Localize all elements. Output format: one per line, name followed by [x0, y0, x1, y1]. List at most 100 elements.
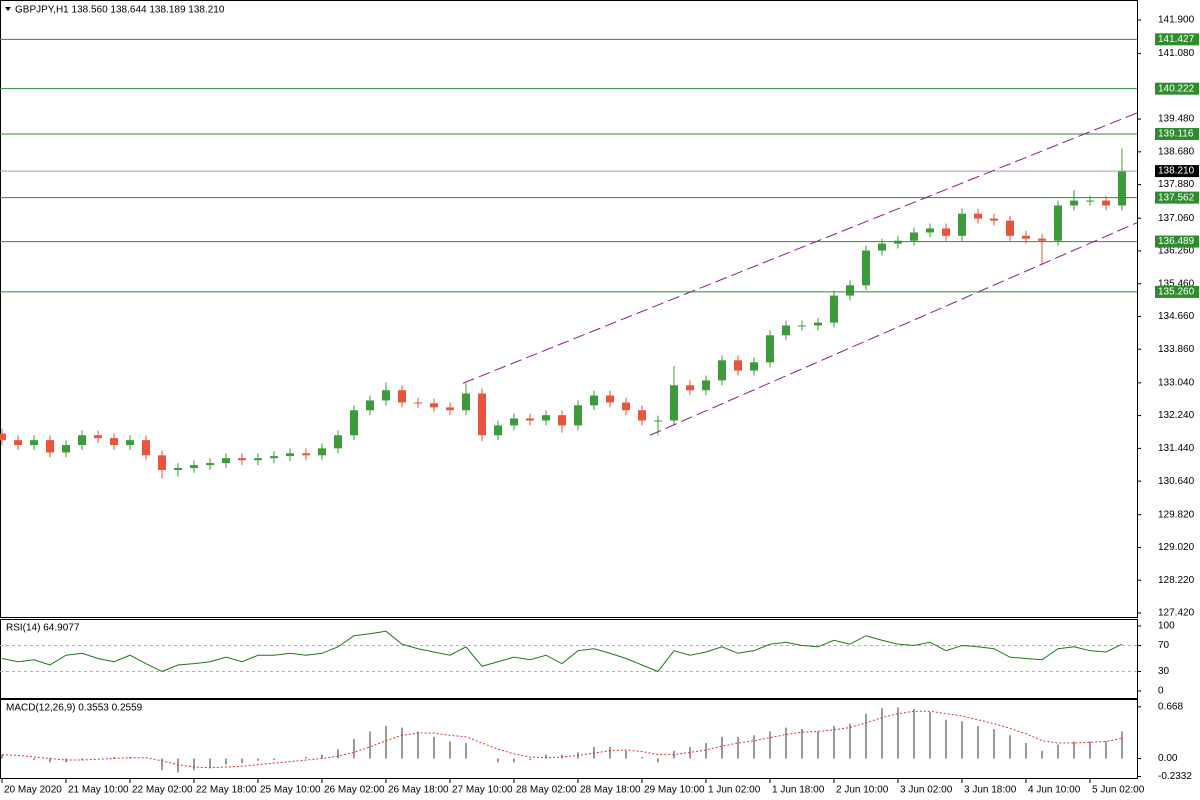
main-frame [0, 0, 1138, 618]
x-tick-label: 3 Jun 02:00 [900, 785, 953, 796]
candle-body [590, 395, 598, 406]
macd-bar [449, 741, 451, 759]
x-tick-label: 22 May 02:00 [132, 785, 193, 796]
macd-bar [865, 713, 867, 759]
candle-body [542, 415, 550, 421]
candle-body [750, 362, 758, 371]
macd-bar [705, 743, 707, 759]
candle-body [366, 400, 374, 411]
level-label: 136.489 [1158, 236, 1195, 247]
level-label-bg [1155, 191, 1199, 204]
macd-bar [881, 708, 883, 759]
macd-bar [993, 729, 995, 759]
x-tick-label: 3 Jun 18:00 [964, 785, 1017, 796]
candle-body [62, 445, 70, 453]
candle-body [254, 458, 262, 461]
candle-body [142, 440, 150, 456]
y-tick-label: 134.660 [1158, 311, 1195, 322]
macd-bar [1073, 741, 1075, 759]
macd-bar [737, 736, 739, 759]
x-tick-label: 28 May 02:00 [516, 785, 577, 796]
candle-body [238, 458, 246, 461]
candle-body [878, 243, 886, 251]
level-label: 139.116 [1158, 129, 1194, 140]
macd-bar [657, 758, 659, 763]
candle-body [702, 380, 710, 391]
macd-bar [1089, 741, 1091, 759]
macd-bar [1, 754, 3, 759]
macd-bar [1025, 743, 1027, 759]
y-tick-label: 127.420 [1158, 608, 1195, 619]
y-tick-label: 129.820 [1158, 509, 1195, 520]
macd-bar [945, 719, 947, 759]
candle-body [526, 418, 534, 421]
macd-bar [609, 746, 611, 759]
y-tick-label: 133.040 [1158, 377, 1195, 388]
candle-body [558, 415, 566, 426]
y-tick-label: 129.020 [1158, 542, 1195, 553]
main-title: GBPJPY,H1 138.560 138.644 138.189 138.21… [15, 5, 225, 16]
candle-body [270, 456, 278, 459]
macd-bar [1105, 741, 1107, 759]
x-tick-label: 27 May 10:00 [452, 785, 513, 796]
candle-body [30, 440, 38, 446]
macd-bar [801, 729, 803, 759]
macd-bar [721, 736, 723, 759]
macd-bar [1041, 750, 1043, 759]
candle-body [446, 407, 454, 411]
candle-body [1118, 171, 1126, 206]
macd-bar [113, 756, 115, 759]
candle-body [398, 390, 406, 403]
level-label: 140.222 [1158, 83, 1195, 94]
candle-body [350, 410, 358, 436]
candle-body [510, 418, 518, 426]
macd-bar [849, 723, 851, 759]
y-tick-label: 136.260 [1158, 246, 1195, 257]
x-tick-label: 5 Jun 02:00 [1092, 785, 1145, 796]
candle-body [926, 228, 934, 233]
macd-bar [785, 727, 787, 759]
candle-body [990, 218, 998, 221]
macd-bar [241, 758, 243, 764]
macd-bar [625, 750, 627, 759]
channel-line [649, 222, 1138, 436]
candle-body [78, 435, 86, 446]
macd-bar [961, 721, 963, 759]
macd-bar [321, 754, 323, 759]
y-tick-label: 131.440 [1158, 443, 1195, 454]
level-label: 135.260 [1158, 287, 1195, 298]
candle-body [462, 393, 470, 411]
level-label: 141.427 [1158, 34, 1195, 45]
candle-body [766, 335, 774, 363]
macd-bar [417, 731, 419, 759]
candle-body [46, 440, 54, 453]
y-tick-label: -0.2332 [1158, 771, 1192, 782]
last-price-label: 138.210 [1158, 166, 1195, 177]
candle-body [494, 425, 502, 436]
y-tick-label: 137.060 [1158, 213, 1195, 224]
candle-body [382, 390, 390, 401]
x-tick-label: 2 Jun 10:00 [836, 785, 889, 796]
x-tick-label: 21 May 10:00 [68, 785, 129, 796]
macd-bar [897, 707, 899, 759]
x-tick-label: 1 Jun 18:00 [772, 785, 825, 796]
macd-bar [529, 758, 531, 761]
x-tick-label: 25 May 10:00 [260, 785, 321, 796]
x-tick-label: 4 Jun 10:00 [1028, 785, 1081, 796]
macd-bar [977, 726, 979, 759]
candle-body [734, 360, 742, 371]
candle-body [1054, 205, 1062, 241]
rsi-line [1, 630, 1123, 673]
macd-bar [641, 756, 643, 759]
macd-bar [769, 731, 771, 759]
macd-bar [81, 758, 83, 761]
candle-body [798, 325, 806, 327]
candle-body [94, 435, 102, 439]
level-label-bg [1155, 33, 1199, 46]
level-label-bg [1155, 285, 1199, 298]
y-tick-label: 138.680 [1158, 146, 1195, 157]
candle-body [478, 393, 486, 436]
y-tick-label: 137.880 [1158, 179, 1195, 190]
